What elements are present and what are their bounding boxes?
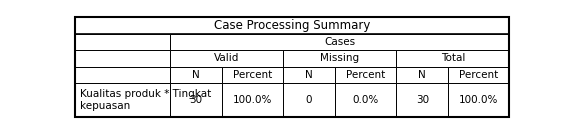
Text: Cases: Cases [324,37,355,47]
Bar [170,83,222,117]
Text: Percent: Percent [233,70,272,80]
Bar [222,83,283,117]
Text: Valid: Valid [214,53,239,63]
Text: 100.0%: 100.0% [233,95,272,105]
Bar [283,67,335,83]
Text: N: N [418,70,426,80]
Text: Percent: Percent [346,70,385,80]
Bar [396,67,449,83]
Bar [283,50,396,67]
Bar [449,83,510,117]
Bar [335,83,396,117]
Bar [75,67,170,83]
Bar [396,50,510,67]
Text: Case Processing Summary: Case Processing Summary [214,19,370,32]
Text: N: N [192,70,199,80]
Bar [75,18,510,34]
Text: N: N [305,70,313,80]
Bar [449,67,510,83]
Bar [75,34,170,50]
Text: 0.0%: 0.0% [353,95,379,105]
Text: 0: 0 [306,95,312,105]
Bar [170,67,222,83]
Bar [222,67,283,83]
Text: Kualitas produk * Tingkat
kepuasan: Kualitas produk * Tingkat kepuasan [80,89,211,111]
Bar [75,83,170,117]
Bar [396,83,449,117]
Text: Total: Total [441,53,465,63]
Text: Percent: Percent [459,70,499,80]
Bar [170,50,283,67]
Bar [283,83,335,117]
Text: 30: 30 [416,95,429,105]
Bar [75,50,170,67]
Bar [170,34,510,50]
Text: 30: 30 [189,95,202,105]
Text: 100.0%: 100.0% [459,95,499,105]
Bar [335,67,396,83]
Text: Missing: Missing [320,53,359,63]
